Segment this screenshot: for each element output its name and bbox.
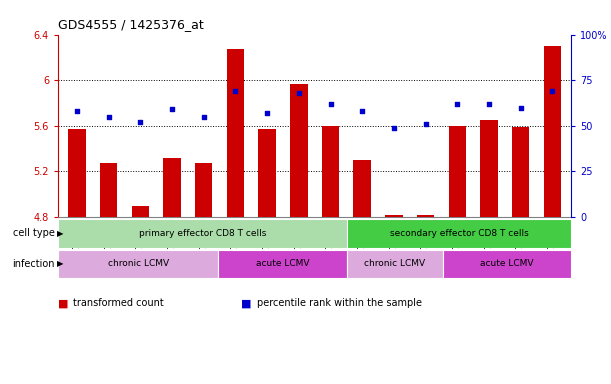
Text: primary effector CD8 T cells: primary effector CD8 T cells xyxy=(139,229,266,238)
Text: cell type: cell type xyxy=(13,228,55,238)
Bar xyxy=(322,126,339,217)
Bar xyxy=(512,127,529,217)
Text: acute LCMV: acute LCMV xyxy=(480,260,534,268)
Point xyxy=(547,88,557,94)
Point xyxy=(484,101,494,107)
Bar xyxy=(417,215,434,217)
Bar xyxy=(100,163,117,217)
Point xyxy=(389,124,399,131)
Bar xyxy=(443,250,571,278)
Point xyxy=(516,104,525,111)
Bar xyxy=(347,219,571,248)
Bar xyxy=(258,129,276,217)
Text: ■: ■ xyxy=(241,298,252,308)
Text: transformed count: transformed count xyxy=(73,298,164,308)
Text: ▶: ▶ xyxy=(57,229,64,238)
Bar xyxy=(58,219,347,248)
Text: percentile rank within the sample: percentile rank within the sample xyxy=(257,298,422,308)
Point xyxy=(136,119,145,125)
Text: GDS4555 / 1425376_at: GDS4555 / 1425376_at xyxy=(58,18,204,31)
Point xyxy=(230,88,240,94)
Bar xyxy=(195,163,213,217)
Point xyxy=(72,108,82,114)
Bar xyxy=(58,250,219,278)
Bar xyxy=(290,84,307,217)
Point xyxy=(199,114,209,120)
Point xyxy=(452,101,462,107)
Bar xyxy=(163,158,181,217)
Text: acute LCMV: acute LCMV xyxy=(256,260,309,268)
Bar xyxy=(68,129,86,217)
Text: chronic LCMV: chronic LCMV xyxy=(108,260,169,268)
Bar xyxy=(448,126,466,217)
Bar xyxy=(354,160,371,217)
Text: chronic LCMV: chronic LCMV xyxy=(364,260,425,268)
Bar xyxy=(385,215,403,217)
Point xyxy=(294,90,304,96)
Text: secondary effector CD8 T cells: secondary effector CD8 T cells xyxy=(390,229,529,238)
Text: infection: infection xyxy=(12,259,55,269)
Point xyxy=(420,121,430,127)
Bar xyxy=(227,50,244,217)
Point xyxy=(262,110,272,116)
Point xyxy=(357,108,367,114)
Point xyxy=(104,114,114,120)
Text: ■: ■ xyxy=(58,298,68,308)
Bar xyxy=(480,120,497,217)
Bar xyxy=(219,250,347,278)
Point xyxy=(326,101,335,107)
Point xyxy=(167,106,177,113)
Bar xyxy=(132,205,149,217)
Text: ▶: ▶ xyxy=(57,260,64,268)
Bar xyxy=(347,250,443,278)
Bar xyxy=(544,46,561,217)
